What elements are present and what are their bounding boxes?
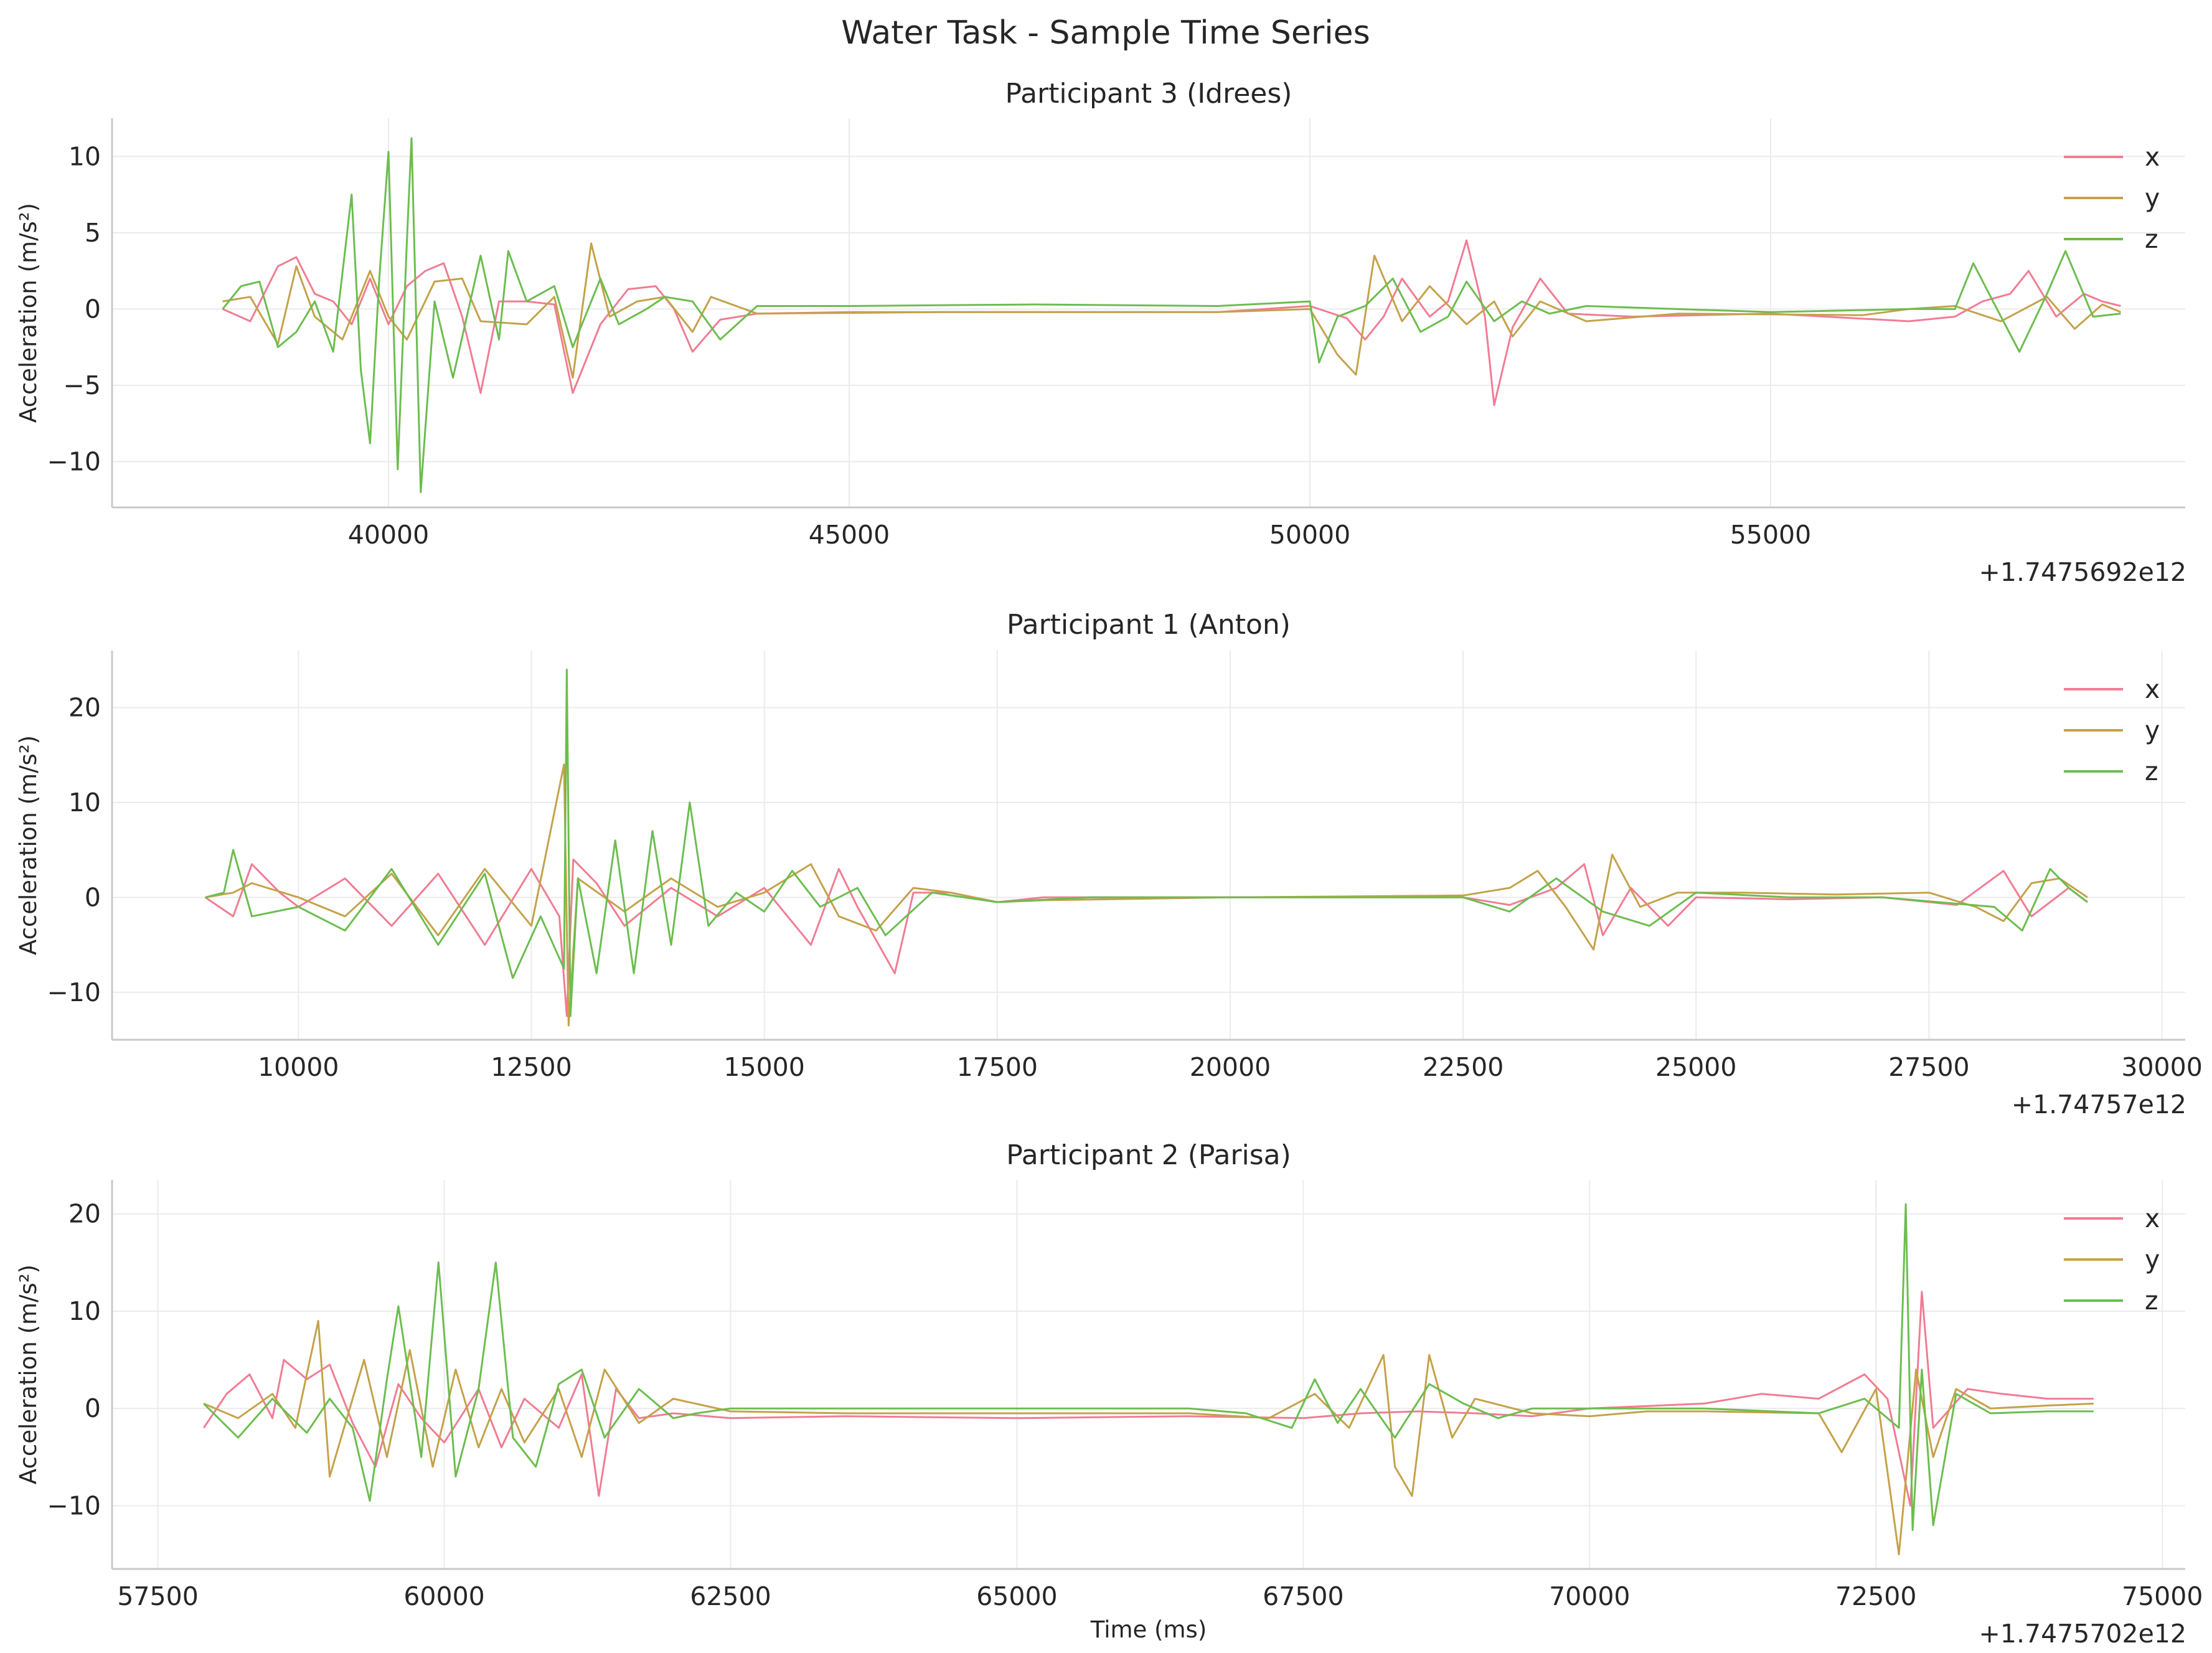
x-tick-label: 65000 — [976, 1581, 1057, 1611]
y-axis-label: Acceleration (m/s²) — [15, 203, 42, 423]
x-tick-label: 55000 — [1730, 520, 1811, 550]
x-tick-label: 57500 — [117, 1581, 198, 1611]
subplot-3: 57500 60000 62500 65000 67500 70000 72500 75000… — [15, 1139, 2203, 1649]
y-tick-label: 20 — [68, 1199, 101, 1229]
x-axis-label: Time (ms) — [1090, 1616, 1207, 1643]
x-tick-label: 30000 — [2121, 1052, 2202, 1082]
series-line-y — [203, 1320, 2094, 1556]
series-line-y — [205, 763, 2088, 1027]
subplot-title: Participant 2 (Parisa) — [1006, 1139, 1291, 1171]
y-tick-label: 10 — [68, 1296, 101, 1326]
y-tick-label: 5 — [85, 218, 101, 248]
subplot-title: Participant 3 (Idrees) — [1005, 78, 1292, 110]
legend-label-x: x — [2145, 142, 2160, 172]
x-offset-label: +1.74757e12 — [2012, 1090, 2186, 1119]
x-tick-label: 67500 — [1263, 1581, 1344, 1611]
x-tick-label: 17500 — [957, 1052, 1038, 1082]
legend-label-y: y — [2145, 1245, 2160, 1274]
y-tick-label: −10 — [47, 1491, 101, 1520]
y-axis-label: Acceleration (m/s²) — [15, 735, 42, 955]
series-line-y — [222, 242, 2121, 379]
x-tick-label: 75000 — [2122, 1581, 2203, 1611]
x-tick-label: 45000 — [809, 520, 890, 550]
y-tick-label: −10 — [47, 977, 101, 1007]
y-tick-label: −5 — [64, 370, 101, 400]
series-line-x — [204, 858, 2088, 1017]
y-tick-label: 0 — [85, 882, 101, 912]
subplot-title: Participant 1 (Anton) — [1007, 609, 1291, 641]
x-tick-label: 10000 — [258, 1052, 339, 1082]
x-tick-label: 72500 — [1835, 1581, 1916, 1611]
y-tick-label: 10 — [68, 788, 101, 817]
y-tick-label: −10 — [47, 446, 101, 476]
x-tick-label: 12500 — [491, 1052, 572, 1082]
series-line-z — [205, 669, 2088, 1017]
x-tick-label: 22500 — [1423, 1052, 1504, 1082]
x-tick-label: 60000 — [403, 1581, 484, 1611]
legend: xyz — [2064, 1203, 2160, 1316]
y-tick-label: 0 — [85, 294, 101, 324]
x-tick-label: 50000 — [1269, 520, 1350, 550]
x-tick-label: 25000 — [1655, 1052, 1736, 1082]
legend-label-z: z — [2145, 756, 2158, 786]
legend-label-y: y — [2145, 715, 2160, 745]
y-tick-label: 0 — [85, 1393, 101, 1423]
series-line-x — [202, 1291, 2094, 1507]
x-tick-label: 62500 — [690, 1581, 771, 1611]
series-line-z — [222, 137, 2121, 493]
subplot-2: 10000 12500 15000 17500 20000 22500 25000 27500… — [15, 609, 2203, 1119]
legend: xyz — [2064, 674, 2160, 786]
legend-label-x: x — [2145, 1203, 2160, 1233]
y-tick-label: 20 — [68, 692, 101, 722]
figure-title: Water Task - Sample Time Series — [841, 14, 1370, 52]
x-tick-label: 20000 — [1190, 1052, 1271, 1082]
x-tick-label: 15000 — [723, 1052, 804, 1082]
legend-label-z: z — [2145, 224, 2158, 254]
series-line-z — [203, 1203, 2094, 1531]
legend-label-y: y — [2145, 183, 2160, 213]
legend-label-x: x — [2145, 674, 2160, 704]
x-offset-label: +1.7475692e12 — [1979, 557, 2186, 587]
subplot-1: 40000 45000 50000 55000 10 5 0 −5 −10 +1.7475692e… — [15, 78, 2186, 587]
x-tick-label: 40000 — [348, 520, 429, 550]
chart-panels: 40000 45000 50000 55000 10 5 0 −5 −10 +1.7475692e… — [15, 78, 2203, 1649]
x-tick-label: 70000 — [1549, 1581, 1630, 1611]
legend-label-z: z — [2145, 1286, 2158, 1316]
y-axis-label: Acceleration (m/s²) — [15, 1264, 42, 1484]
y-tick-label: 10 — [68, 141, 101, 171]
legend: xyz — [2064, 142, 2160, 254]
x-tick-label: 27500 — [1888, 1052, 1969, 1082]
x-offset-label: +1.7475702e12 — [1979, 1619, 2186, 1649]
